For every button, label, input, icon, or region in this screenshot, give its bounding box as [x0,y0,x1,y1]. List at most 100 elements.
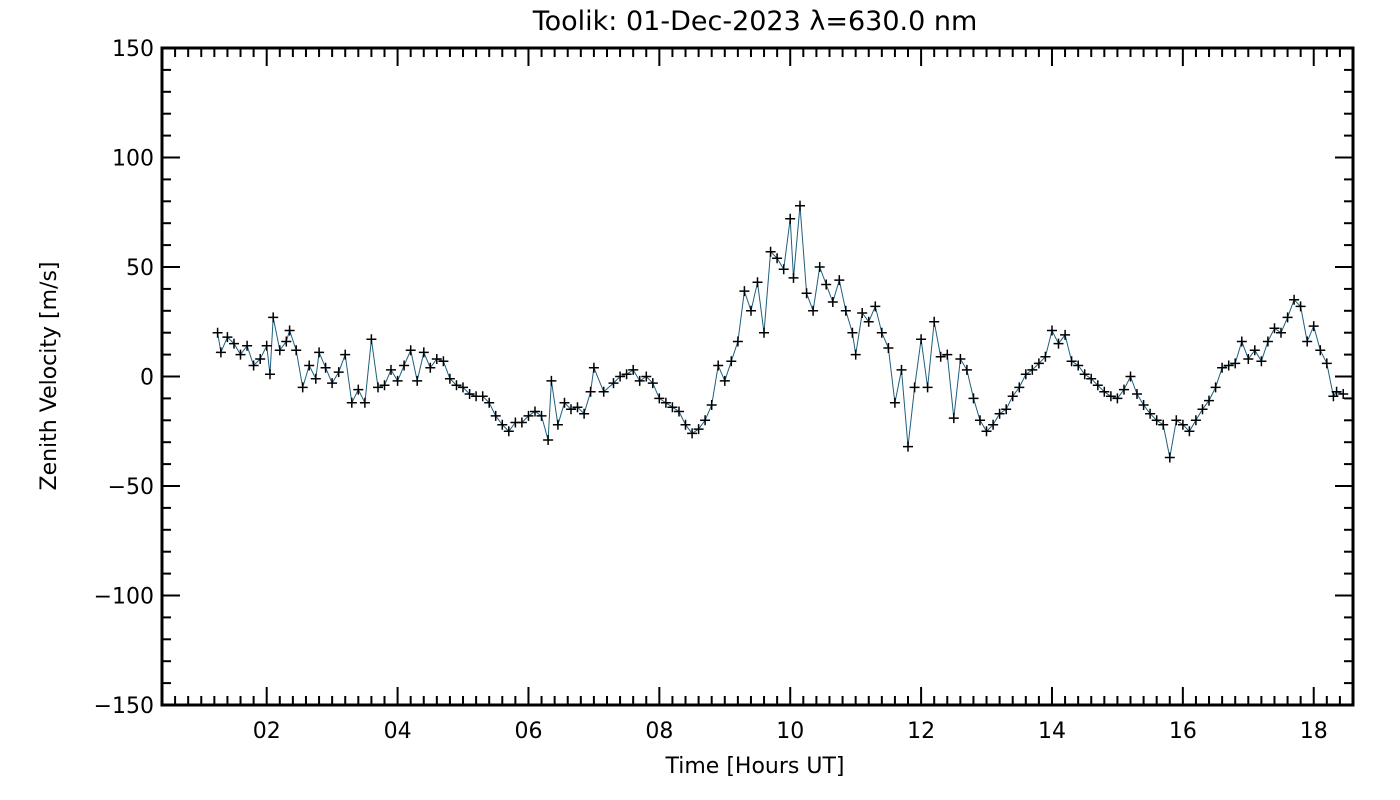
data-point [1066,356,1077,367]
data-point [333,367,344,378]
data-point [863,316,874,327]
x-tick-label: 18 [1300,719,1328,744]
data-point [801,288,812,299]
data-point [1060,329,1071,340]
data-point [1007,391,1018,402]
data-point [438,356,449,367]
data-point [968,393,979,404]
data-point [572,402,583,413]
data-point [935,351,946,362]
data-point [628,364,639,375]
data-point [274,345,285,356]
data-point [1145,408,1156,419]
data-point [425,362,436,373]
data-point [235,349,246,360]
data-point [536,410,547,421]
data-point [598,386,609,397]
data-point [585,386,596,397]
data-point [1033,358,1044,369]
data-point [1230,358,1241,369]
data-point [615,371,626,382]
data-point [693,424,704,435]
data-point [850,349,861,360]
data-point [981,426,992,437]
data-point [1243,354,1254,364]
data-point [726,356,737,367]
data-point [366,334,377,345]
data-point [484,397,495,408]
data-point [706,400,717,410]
data-point [1338,389,1349,399]
data-point [268,312,279,323]
data-point [320,362,331,373]
data-point [588,362,599,373]
data-point [451,380,462,391]
data-point [1197,404,1208,415]
y-tick-label: −50 [108,475,154,500]
data-point [1204,395,1214,406]
data-point [392,375,403,386]
data-point [752,277,763,288]
data-point [1190,415,1201,426]
data-point [373,382,383,393]
data-point [248,360,259,371]
data-point [379,380,390,391]
data-point [1321,358,1332,369]
data-point [386,364,396,375]
data-point [713,360,724,371]
data-point [405,345,416,356]
data-point [346,397,357,408]
data-point [896,364,907,375]
data-point [1295,301,1306,312]
data-point [1086,373,1097,384]
data-point [215,347,226,358]
data-point [546,375,557,386]
x-tick-label: 14 [1038,719,1066,744]
data-point [621,369,632,380]
data-point [1040,351,1051,362]
data-point [1177,419,1188,430]
data-point [1236,336,1247,347]
data-point [1112,393,1123,404]
data-point [477,391,488,402]
data-point [1249,345,1260,356]
data-point [916,334,927,345]
data-point [559,397,570,408]
data-point [827,297,838,307]
data-point [297,382,308,393]
x-axis-title: Time [Hours UT] [665,754,845,779]
data-point [641,371,652,382]
data-point [1092,380,1103,391]
data-point [1269,323,1280,334]
data-point [431,354,442,364]
data-point [552,419,563,430]
data-point [284,325,295,336]
data-point [503,426,514,437]
data-point [929,316,940,327]
data-markers [212,200,1349,463]
data-point [497,419,508,430]
data-point [948,413,959,424]
data-point [975,415,985,426]
data-point [490,410,501,421]
data-point [674,406,684,417]
data-point [1125,371,1136,382]
data-point [304,360,315,371]
data-point [870,301,881,312]
data-point [955,354,966,364]
data-point [464,389,475,399]
data-point [327,378,338,389]
data-point [1223,360,1234,371]
data-point [700,415,711,426]
data-point [1119,384,1129,395]
data-point [566,404,576,415]
x-tick-label: 06 [514,719,542,744]
data-point [1053,338,1064,349]
tick-labels: 02 04 06 08 10 12 14 16 18 −150 −100 −50 0 50 100 150 [94,37,1328,744]
y-tick-label: −100 [94,585,154,610]
data-point [994,408,1005,419]
data-point [759,327,769,338]
data-point [1014,382,1025,393]
x-tick-label: 02 [253,719,281,744]
